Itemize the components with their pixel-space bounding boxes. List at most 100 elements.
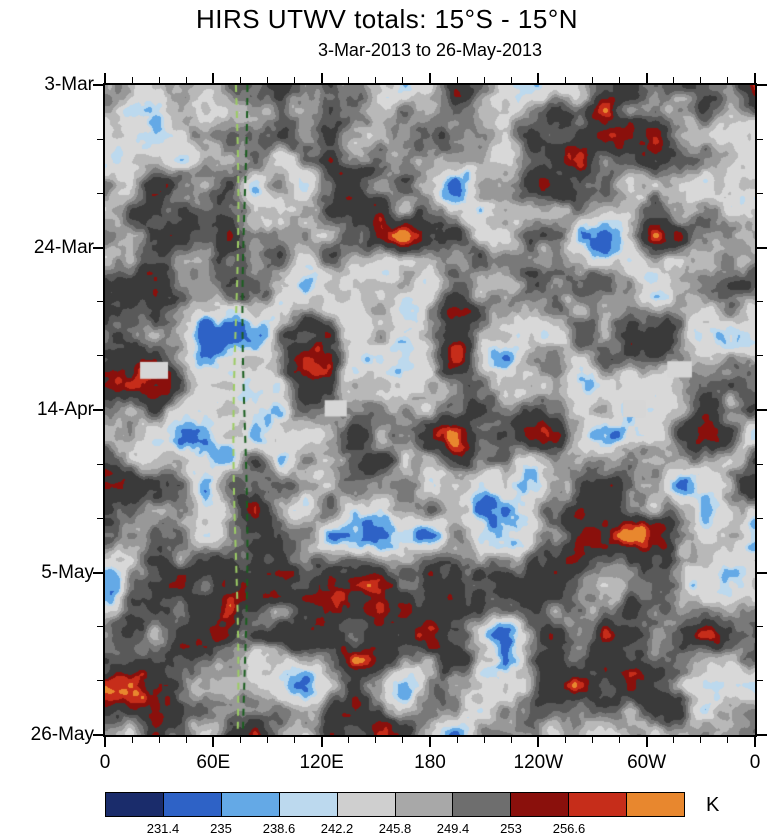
axis-tick: [757, 84, 767, 86]
axis-tick: [757, 517, 763, 519]
x-axis-tick-label: 0: [99, 752, 111, 773]
axis-tick: [727, 77, 729, 83]
axis-tick: [727, 737, 729, 743]
axis-tick: [97, 355, 103, 357]
colorbar-tick-label: 242.2: [320, 821, 354, 834]
axis-tick: [104, 73, 106, 83]
axis-tick: [645, 73, 648, 83]
axis-tick: [348, 77, 350, 83]
axis-tick: [619, 77, 621, 83]
y-axis-tick-label: 14-Apr: [36, 399, 94, 420]
axis-tick: [757, 138, 763, 140]
axis-tick: [429, 737, 431, 747]
axis-tick: [93, 246, 103, 249]
axis-tick: [320, 73, 323, 83]
colorbar-segment: [337, 793, 396, 816]
axis-tick: [93, 409, 103, 411]
axis-tick: [294, 737, 296, 743]
plot-frame: [103, 83, 757, 737]
axis-tick: [185, 77, 187, 83]
colorbar-segment: [106, 793, 164, 816]
colorbar-segment: [453, 793, 512, 816]
axis-tick: [757, 571, 767, 574]
axis-tick: [757, 301, 763, 303]
colorbar-segment: [279, 793, 338, 816]
axis-tick: [131, 77, 133, 83]
colorbar-segment: [511, 793, 570, 816]
axis-tick: [104, 737, 106, 747]
axis-tick: [592, 737, 593, 743]
colorbar-tick-label: 249.4: [436, 821, 470, 834]
axis-tick: [510, 737, 512, 743]
axis-tick: [619, 737, 621, 743]
axis-tick: [483, 737, 485, 743]
axis-tick: [185, 737, 187, 743]
axis-tick: [537, 73, 540, 83]
x-axis-tick-label: 60W: [627, 752, 667, 773]
axis-tick: [456, 737, 458, 743]
colorbar-tick-label: 245.8: [378, 821, 412, 834]
axis-tick: [757, 734, 767, 736]
axis-tick: [429, 73, 431, 83]
y-axis-tick-label: 5-May: [41, 561, 94, 583]
axis-tick: [131, 737, 133, 743]
axis-tick: [97, 192, 103, 194]
axis-tick: [97, 680, 103, 682]
axis-tick: [564, 77, 566, 83]
colorbar-tick-label: 256.6: [552, 821, 586, 834]
y-axis-tick-label: 3-Mar: [44, 74, 94, 95]
axis-tick: [212, 737, 215, 747]
axis-tick: [158, 77, 160, 83]
colorbar-unit-label: K: [706, 794, 720, 816]
colorbar-tick-label: 231.4: [146, 821, 180, 834]
axis-tick: [158, 737, 160, 743]
axis-tick: [757, 409, 767, 411]
axis-tick: [483, 77, 485, 83]
colorbar-tick-label: 235: [210, 821, 232, 834]
y-axis-tick-label: 26-May: [30, 724, 94, 745]
axis-tick: [757, 626, 763, 628]
colorbar-tick-label: 238.6: [262, 821, 296, 834]
axis-tick: [700, 77, 702, 83]
axis-tick: [754, 737, 756, 747]
axis-tick: [673, 77, 675, 83]
axis-tick: [93, 84, 103, 86]
x-axis-tick-label: 180: [414, 752, 446, 773]
axis-tick: [97, 517, 103, 519]
axis-tick: [456, 77, 458, 83]
axis-tick: [97, 138, 103, 140]
axis-tick: [757, 680, 763, 682]
axis-tick: [757, 246, 767, 249]
x-axis-tick-label: 0: [749, 752, 761, 773]
axis-tick: [592, 77, 593, 83]
axis-tick: [320, 737, 323, 747]
axis-tick: [754, 73, 756, 83]
axis-tick: [757, 463, 763, 465]
x-axis-tick-label: 60E: [196, 752, 231, 773]
axis-tick: [97, 626, 103, 628]
axis-tick: [375, 737, 377, 743]
axis-tick: [212, 73, 215, 83]
axis-tick: [294, 77, 296, 83]
x-axis-tick-label: 120E: [299, 752, 344, 773]
axis-tick: [97, 301, 103, 303]
y-axis-tick-label: 24-Mar: [33, 236, 94, 258]
axis-tick: [97, 463, 103, 465]
x-axis-tick-label: 120W: [513, 752, 564, 773]
axis-tick: [402, 737, 404, 743]
axis-tick: [757, 355, 763, 357]
axis-tick: [700, 737, 702, 743]
axis-tick: [757, 192, 763, 194]
colorbar-segment: [395, 793, 454, 816]
axis-tick: [239, 77, 241, 83]
axis-tick: [267, 737, 268, 743]
colorbar-segment: [221, 793, 280, 816]
axis-tick: [93, 571, 103, 574]
axis-tick: [267, 77, 268, 83]
axis-tick: [673, 737, 675, 743]
axis-tick: [402, 77, 404, 83]
colorbar-tick-label: 253: [500, 821, 522, 834]
colorbar-segment: [163, 793, 222, 816]
